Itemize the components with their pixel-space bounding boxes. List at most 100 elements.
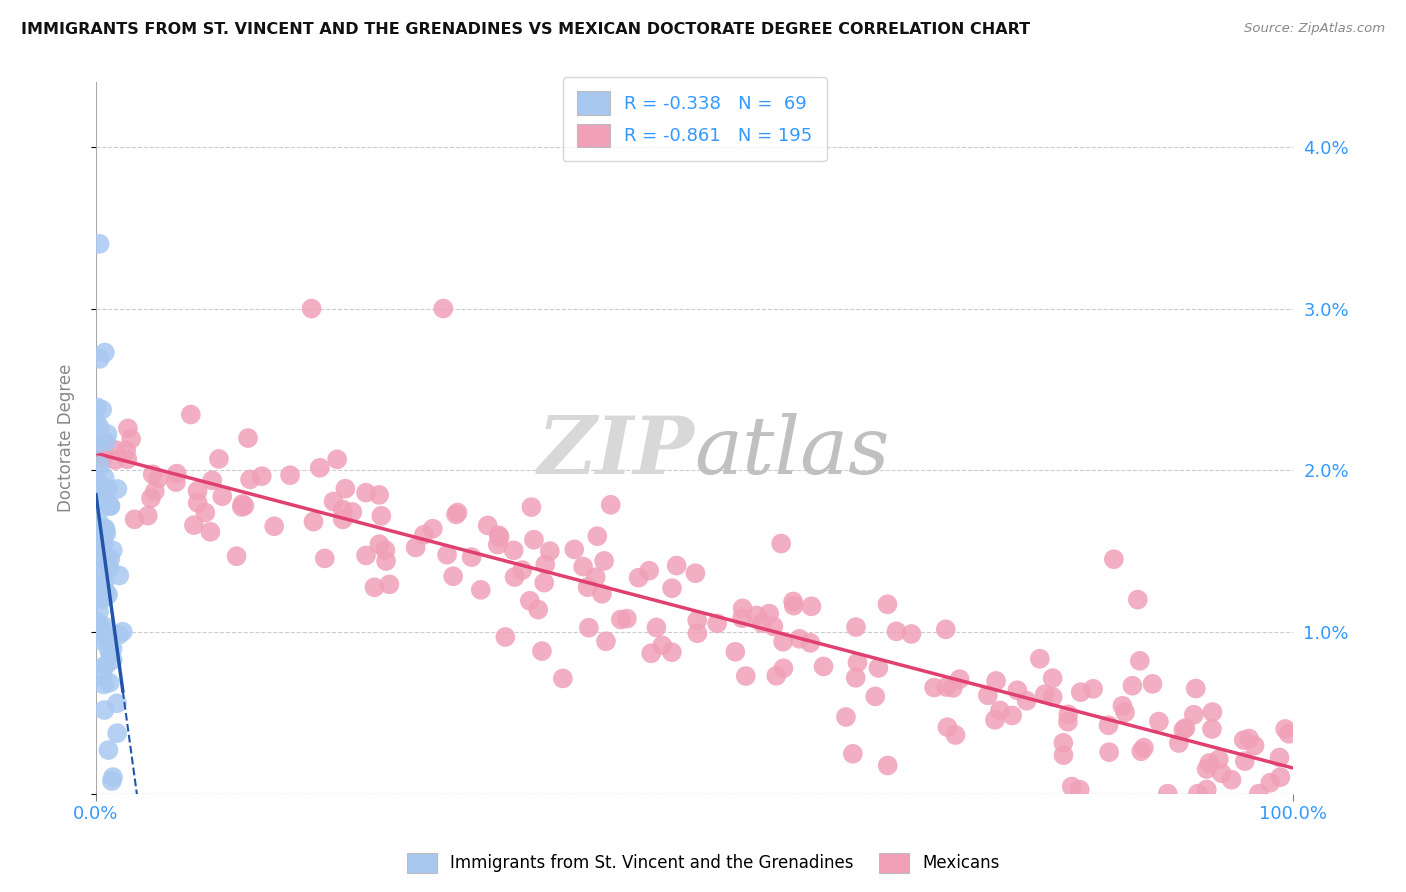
Point	[111, 624, 134, 639]
Point	[1184, 681, 1206, 696]
Point	[949, 672, 972, 686]
Point	[1211, 766, 1233, 780]
Point	[87, 542, 110, 557]
Point	[101, 774, 124, 789]
Point	[89, 420, 111, 434]
Point	[1142, 677, 1164, 691]
Point	[93, 591, 115, 606]
Point	[1007, 683, 1029, 698]
Point	[93, 619, 115, 633]
Point	[865, 690, 887, 704]
Point	[533, 575, 555, 590]
Point	[1126, 592, 1149, 607]
Point	[187, 483, 209, 498]
Point	[519, 594, 541, 608]
Point	[1111, 698, 1133, 713]
Point	[301, 301, 323, 316]
Point	[104, 453, 127, 467]
Point	[900, 627, 922, 641]
Point	[591, 587, 613, 601]
Point	[1029, 652, 1052, 666]
Point	[183, 518, 205, 533]
Point	[527, 602, 550, 616]
Point	[94, 345, 117, 359]
Point	[231, 497, 253, 511]
Legend: Immigrants from St. Vincent and the Grenadines, Mexicans: Immigrants from St. Vincent and the Gren…	[401, 847, 1005, 880]
Point	[96, 434, 118, 449]
Point	[108, 568, 131, 582]
Point	[576, 580, 599, 594]
Point	[772, 661, 794, 675]
Point	[86, 472, 108, 486]
Point	[1057, 714, 1080, 729]
Point	[1274, 722, 1296, 736]
Point	[610, 612, 633, 626]
Point	[413, 527, 436, 541]
Point	[1060, 780, 1083, 794]
Point	[354, 549, 377, 563]
Point	[1208, 752, 1230, 766]
Point	[91, 451, 114, 466]
Point	[1057, 707, 1080, 722]
Point	[89, 458, 111, 473]
Point	[142, 467, 165, 482]
Point	[143, 484, 166, 499]
Point	[93, 486, 115, 500]
Point	[233, 499, 256, 513]
Point	[108, 628, 131, 642]
Point	[789, 632, 811, 646]
Point	[91, 564, 114, 578]
Point	[935, 623, 957, 637]
Point	[107, 482, 129, 496]
Point	[101, 653, 124, 667]
Point	[977, 688, 1000, 702]
Point	[104, 442, 127, 457]
Point	[87, 555, 110, 569]
Point	[1195, 762, 1218, 776]
Point	[332, 512, 354, 526]
Point	[1268, 750, 1291, 764]
Point	[314, 551, 336, 566]
Point	[686, 626, 709, 640]
Point	[772, 634, 794, 648]
Point	[187, 496, 209, 510]
Point	[1042, 671, 1064, 685]
Point	[100, 499, 122, 513]
Point	[724, 645, 747, 659]
Point	[845, 671, 868, 685]
Point	[1157, 787, 1180, 801]
Point	[534, 558, 557, 572]
Point	[124, 512, 146, 526]
Point	[370, 508, 392, 523]
Point	[1278, 727, 1301, 741]
Point	[782, 594, 804, 608]
Point	[1247, 787, 1270, 801]
Point	[405, 541, 427, 555]
Point	[94, 585, 117, 599]
Point	[988, 703, 1011, 717]
Point	[90, 622, 112, 636]
Point	[551, 672, 574, 686]
Point	[375, 554, 398, 568]
Point	[278, 468, 301, 483]
Point	[488, 530, 510, 544]
Point	[846, 656, 869, 670]
Legend: R = -0.338   N =  69, R = -0.861   N = 195: R = -0.338 N = 69, R = -0.861 N = 195	[562, 77, 827, 161]
Point	[368, 537, 391, 551]
Point	[332, 502, 354, 516]
Point	[842, 747, 865, 761]
Point	[239, 472, 262, 486]
Point	[236, 431, 259, 445]
Point	[936, 720, 959, 734]
Point	[441, 569, 464, 583]
Point	[1270, 770, 1292, 784]
Point	[1220, 772, 1243, 787]
Point	[378, 577, 401, 591]
Point	[94, 435, 117, 450]
Point	[94, 658, 117, 673]
Point	[1129, 654, 1152, 668]
Point	[84, 493, 107, 508]
Point	[93, 537, 115, 551]
Point	[89, 236, 111, 251]
Point	[432, 301, 454, 316]
